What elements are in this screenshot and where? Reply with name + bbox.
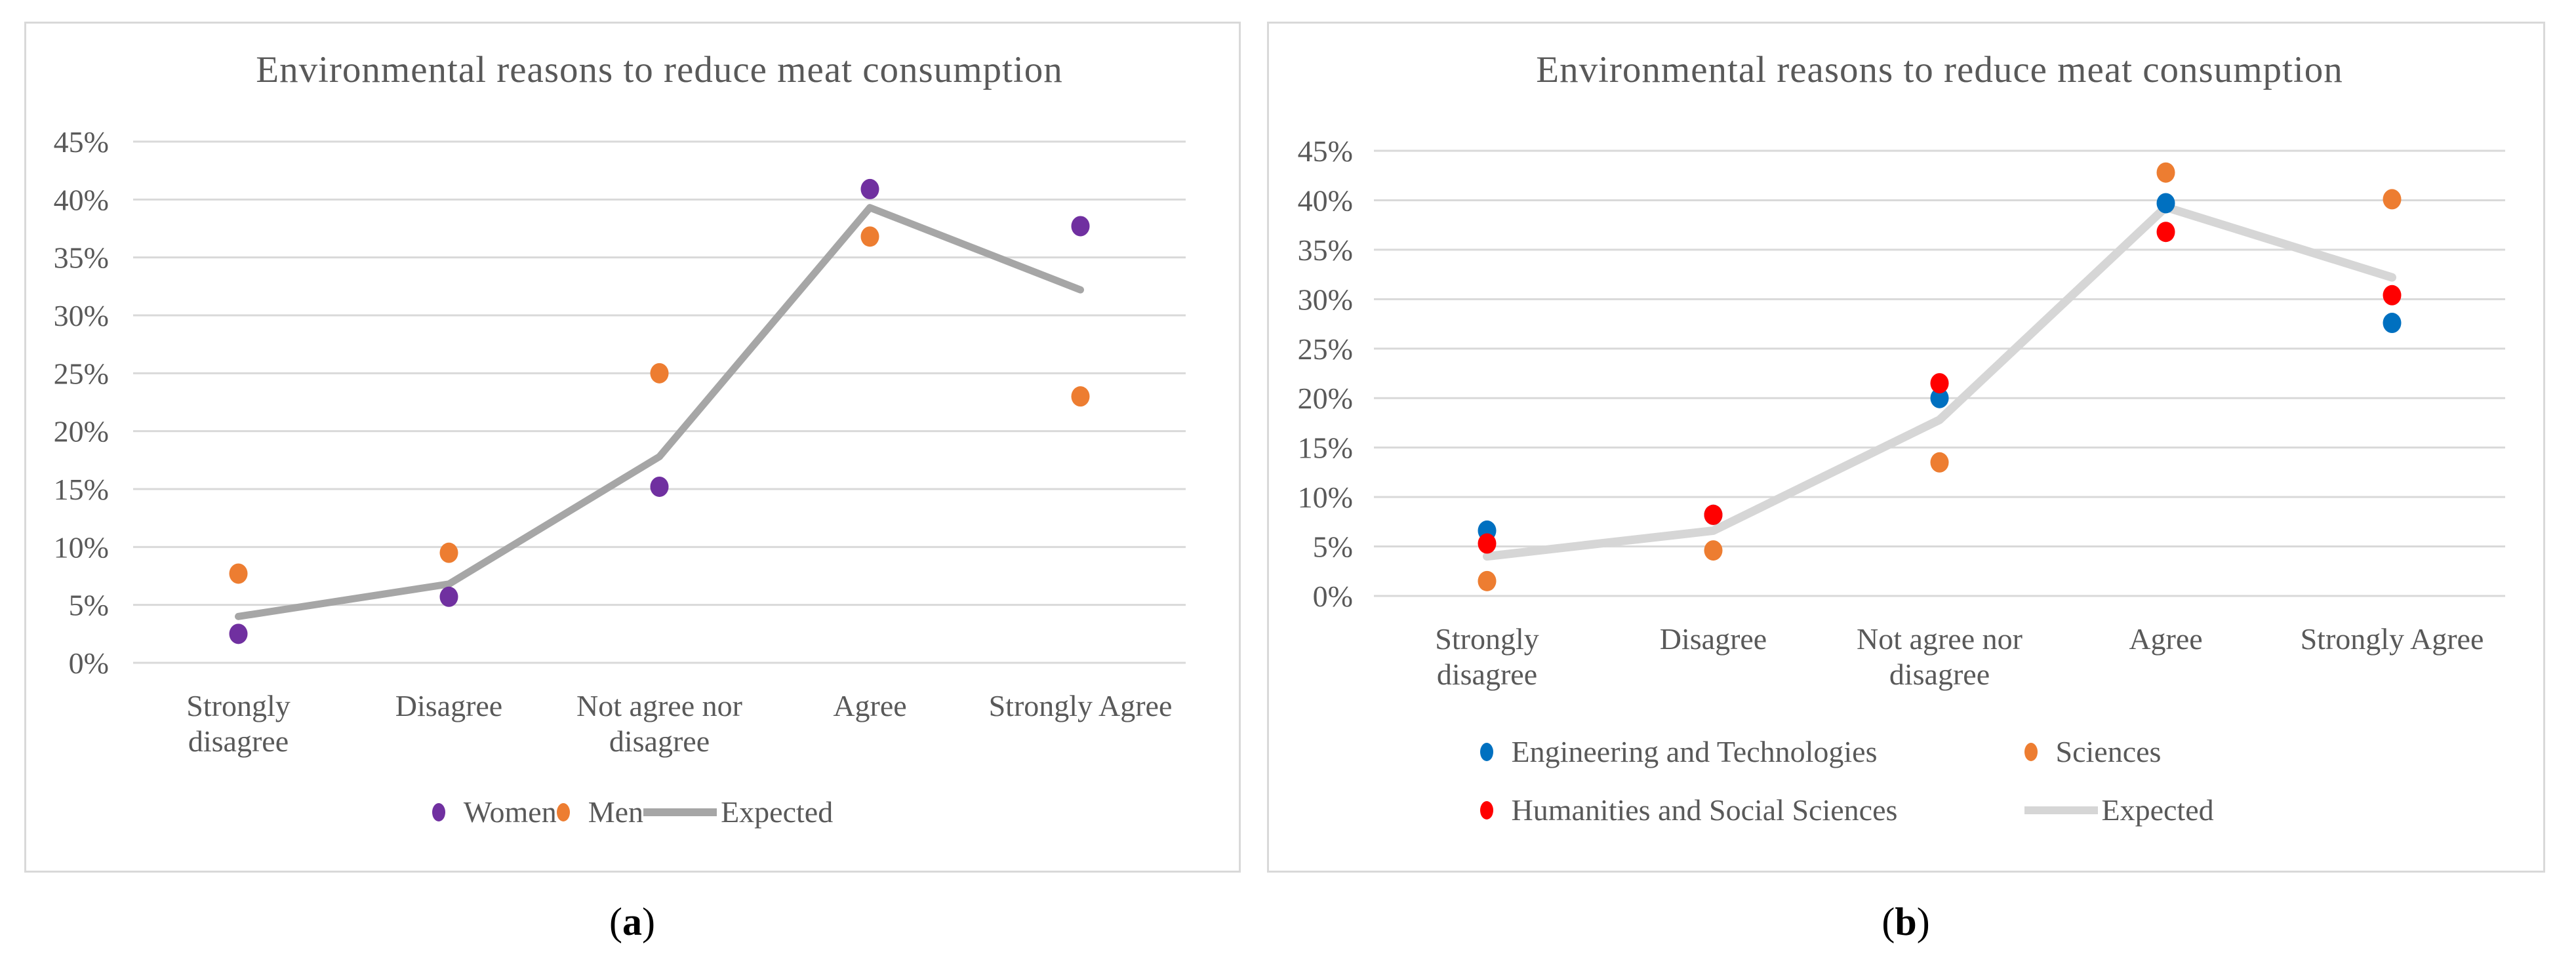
y-tick-label-45: 45% [1298, 134, 1353, 168]
y-tick-label-40: 40% [54, 183, 109, 216]
y-tick-label-10: 10% [54, 530, 109, 564]
data-point-sciences-4 [2383, 189, 2402, 210]
legend-dot-marker [1479, 800, 1493, 819]
chart-panel-b: Environmental reasons to reduce meat con… [1267, 22, 2545, 873]
legend-label: Expected [2101, 793, 2214, 827]
x-category-label-0: Strongly disagree [186, 689, 290, 758]
y-tick-label-0: 0% [1313, 580, 1353, 613]
y-tick-label-20: 20% [54, 415, 109, 448]
legend-item-expected: Expected [2024, 793, 2333, 827]
legend-row: Women Men Expected [432, 795, 833, 829]
data-point-engineering-and-technologies-2 [1930, 387, 1949, 408]
subfigure-caption-a: (a) [501, 899, 763, 945]
data-point-women-4 [1071, 216, 1090, 237]
data-point-humanities-and-social-sciences-3 [2156, 222, 2175, 243]
y-tick-label-35: 35% [54, 241, 109, 275]
x-category-label-4: Strongly Agree [989, 689, 1173, 722]
data-point-humanities-and-social-sciences-0 [1478, 533, 1497, 554]
data-point-engineering-and-technologies-4 [2383, 313, 2402, 334]
chart-b-plot-area: 45% 40% 35% 30% 25% 20% 15% 10% 5% 0% Strongly disa… [1298, 134, 2505, 691]
legend-row: Engineering and Technologies Sciences [1479, 734, 2333, 769]
data-point-women-2 [650, 476, 669, 497]
x-category-label-0: Strongly disagree [1435, 622, 1539, 691]
data-point-sciences-1 [1704, 540, 1723, 561]
chart-a-legend: Women Men Expected [26, 795, 1239, 829]
data-point-sciences-2 [1930, 452, 1949, 473]
subfigure-caption-b: (b) [1775, 899, 2037, 945]
data-point-humanities-and-social-sciences-4 [2383, 285, 2402, 306]
data-point-humanities-and-social-sciences-1 [1704, 504, 1723, 525]
legend-item-humanities-and-social-sciences: Humanities and Social Sciences [1479, 793, 2024, 827]
legend-dot-marker [432, 802, 445, 821]
legend-label: Women [463, 795, 557, 829]
y-tick-label-20: 20% [1298, 382, 1353, 415]
legend-dot-marker [556, 802, 570, 821]
legend-line-marker [2024, 806, 2098, 814]
legend-item-men: Men [556, 795, 644, 829]
legend-row: Humanities and Social Sciences Expected [1479, 793, 2333, 827]
y-tick-label-15: 15% [1298, 431, 1353, 465]
caption-a-paren-close: ) [642, 900, 655, 943]
legend-item-engineering-and-technologies: Engineering and Technologies [1479, 734, 2024, 769]
y-tick-label-15: 15% [54, 473, 109, 506]
data-point-men-1 [439, 542, 458, 563]
y-tick-label-5: 5% [69, 589, 109, 622]
y-tick-label-45: 45% [54, 125, 109, 159]
y-tick-label-0: 0% [69, 646, 109, 680]
chart-panel-a: Environmental reasons to reduce meat con… [24, 22, 1241, 873]
legend-line-marker [643, 808, 717, 816]
data-point-men-2 [650, 363, 669, 384]
legend-item-women: Women [432, 795, 557, 829]
x-category-label-3: Agree [2129, 622, 2202, 656]
caption-b-paren-close: ) [1916, 900, 1930, 943]
legend-item-expected: Expected [643, 795, 833, 829]
chart-a-plot-area: 45% 40% 35% 30% 25% 20% 15% 10% 5% 0% Strongly disa… [54, 125, 1186, 758]
data-point-men-4 [1071, 386, 1090, 407]
legend-label: Men [588, 795, 644, 829]
legend-label: Engineering and Technologies [1511, 735, 1878, 768]
caption-b-letter: b [1895, 900, 1917, 943]
x-category-label-4: Strongly Agree [2301, 622, 2484, 656]
x-category-label-2: Not agree nor disagree [1857, 622, 2023, 691]
y-tick-label-25: 25% [1298, 332, 1353, 366]
data-point-engineering-and-technologies-3 [2156, 193, 2175, 214]
legend-dot-marker [2024, 742, 2038, 761]
x-category-label-1: Disagree [1660, 622, 1767, 656]
legend-label: Humanities and Social Sciences [1511, 793, 1898, 827]
chart-a-title: Environmental reasons to reduce meat con… [256, 49, 1063, 90]
data-point-women-1 [439, 586, 458, 607]
caption-a-paren-open: ( [609, 900, 622, 943]
expected-line [235, 204, 1084, 620]
chart-b-title: Environmental reasons to reduce meat con… [1536, 49, 2343, 90]
data-point-sciences-3 [2156, 162, 2175, 183]
y-tick-label-40: 40% [1298, 184, 1353, 217]
caption-a-letter: a [622, 900, 642, 943]
chart-b-legend: Engineering and Technologies Sciences Huma… [1269, 734, 2543, 827]
caption-b-paren-open: ( [1882, 900, 1895, 943]
x-category-label-1: Disagree [395, 689, 502, 722]
data-point-humanities-and-social-sciences-2 [1930, 373, 1949, 394]
y-tick-label-30: 30% [54, 299, 109, 332]
y-tick-label-35: 35% [1298, 233, 1353, 267]
y-tick-label-30: 30% [1298, 283, 1353, 316]
legend-label: Expected [721, 795, 834, 829]
data-point-women-3 [860, 178, 879, 199]
legend-dot-marker [1479, 742, 1493, 761]
data-point-sciences-0 [1478, 570, 1497, 591]
expected-line [1483, 203, 2396, 561]
legend-item-sciences: Sciences [2024, 734, 2333, 769]
data-point-men-3 [860, 226, 879, 247]
legend-label: Sciences [2055, 735, 2162, 768]
y-tick-label-25: 25% [54, 357, 109, 390]
data-point-women-0 [229, 623, 248, 644]
x-category-label-2: Not agree nor disagree [576, 689, 742, 758]
data-point-men-0 [229, 563, 248, 584]
y-tick-label-10: 10% [1298, 481, 1353, 514]
y-tick-label-5: 5% [1313, 530, 1353, 564]
x-category-label-3: Agree [833, 689, 906, 722]
